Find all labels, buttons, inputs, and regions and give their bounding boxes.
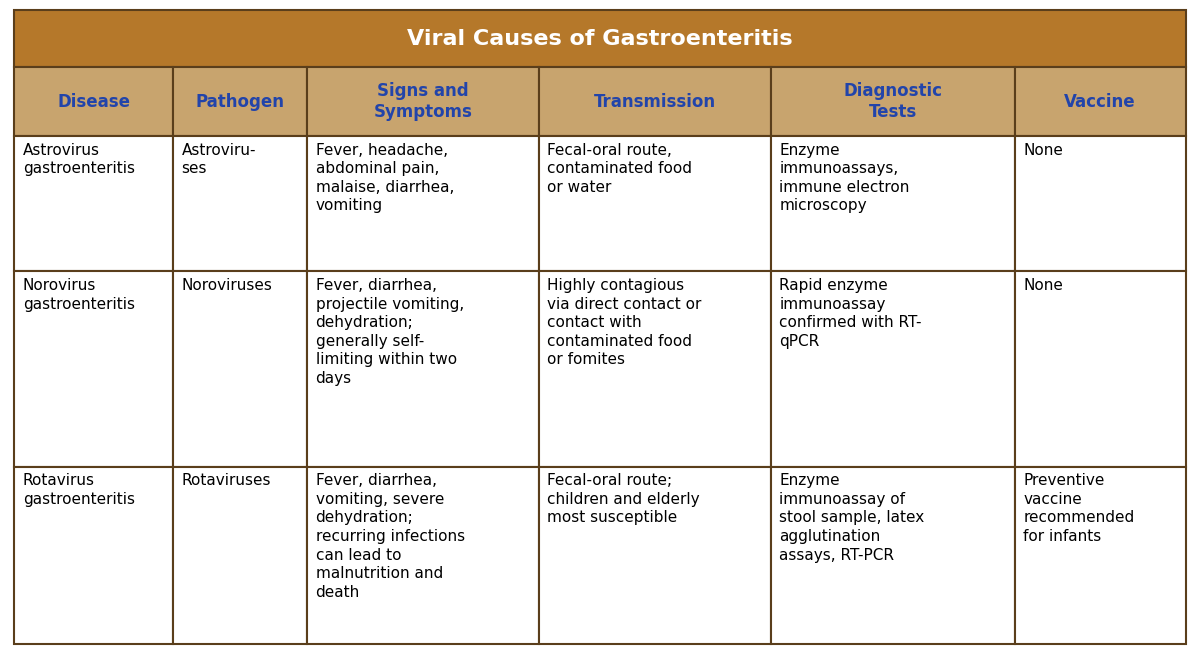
Text: Enzyme
immunoassay of
stool sample, latex
agglutination
assays, RT-PCR: Enzyme immunoassay of stool sample, late… — [779, 473, 924, 562]
Bar — [173, 136, 307, 271]
Bar — [307, 67, 539, 136]
Text: Disease: Disease — [58, 93, 130, 111]
Text: Astroviru-
ses: Astroviru- ses — [181, 143, 256, 176]
Bar — [539, 466, 770, 644]
Bar — [1015, 136, 1186, 271]
Text: Rotavirus
gastroenteritis: Rotavirus gastroenteritis — [23, 473, 134, 507]
Bar — [770, 466, 1015, 644]
Text: Diagnostic
Tests: Diagnostic Tests — [844, 82, 942, 121]
Bar — [307, 271, 539, 466]
Text: Noroviruses: Noroviruses — [181, 278, 272, 293]
Bar — [1015, 466, 1186, 644]
Text: Rotaviruses: Rotaviruses — [181, 473, 271, 488]
Text: Fecal-oral route,
contaminated food
or water: Fecal-oral route, contaminated food or w… — [547, 143, 692, 195]
Bar — [539, 136, 770, 271]
Bar — [14, 10, 1186, 67]
Bar — [14, 136, 173, 271]
Text: Astrovirus
gastroenteritis: Astrovirus gastroenteritis — [23, 143, 134, 176]
Text: None: None — [1024, 143, 1063, 158]
Text: Pathogen: Pathogen — [196, 93, 284, 111]
Bar — [539, 271, 770, 466]
Text: Highly contagious
via direct contact or
contact with
contaminated food
or fomite: Highly contagious via direct contact or … — [547, 278, 702, 368]
Text: Fever, diarrhea,
projectile vomiting,
dehydration;
generally self-
limiting with: Fever, diarrhea, projectile vomiting, de… — [316, 278, 464, 386]
Bar — [770, 136, 1015, 271]
Text: Viral Causes of Gastroenteritis: Viral Causes of Gastroenteritis — [407, 29, 793, 48]
Bar — [307, 136, 539, 271]
Text: Preventive
vaccine
recommended
for infants: Preventive vaccine recommended for infan… — [1024, 473, 1134, 544]
Bar — [173, 466, 307, 644]
Text: Vaccine: Vaccine — [1064, 93, 1136, 111]
Bar — [14, 67, 173, 136]
Text: Fever, diarrhea,
vomiting, severe
dehydration;
recurring infections
can lead to
: Fever, diarrhea, vomiting, severe dehydr… — [316, 473, 464, 600]
Text: Enzyme
immunoassays,
immune electron
microscopy: Enzyme immunoassays, immune electron mic… — [779, 143, 910, 213]
Text: Rapid enzyme
immunoassay
confirmed with RT-
qPCR: Rapid enzyme immunoassay confirmed with … — [779, 278, 922, 349]
Bar — [173, 67, 307, 136]
Bar — [1015, 271, 1186, 466]
Bar — [14, 466, 173, 644]
Bar — [770, 67, 1015, 136]
Bar — [173, 271, 307, 466]
Text: Signs and
Symptoms: Signs and Symptoms — [373, 82, 473, 121]
Text: None: None — [1024, 278, 1063, 293]
Text: Fecal-oral route;
children and elderly
most susceptible: Fecal-oral route; children and elderly m… — [547, 473, 700, 525]
Text: Transmission: Transmission — [594, 93, 716, 111]
Bar — [14, 271, 173, 466]
Bar — [770, 271, 1015, 466]
Bar — [307, 466, 539, 644]
Bar — [1015, 67, 1186, 136]
Text: Norovirus
gastroenteritis: Norovirus gastroenteritis — [23, 278, 134, 311]
Text: Fever, headache,
abdominal pain,
malaise, diarrhea,
vomiting: Fever, headache, abdominal pain, malaise… — [316, 143, 454, 213]
Bar — [539, 67, 770, 136]
